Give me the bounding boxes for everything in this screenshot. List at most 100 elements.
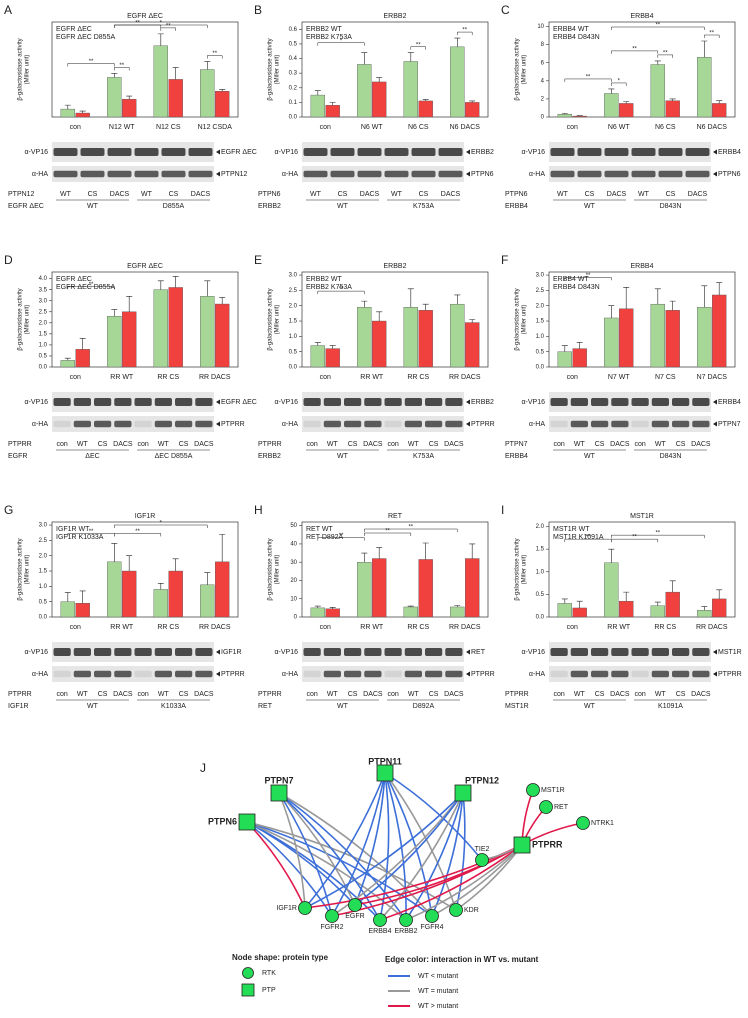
bar — [697, 610, 712, 618]
group-label: WT — [584, 453, 596, 460]
blot-arrow — [216, 399, 220, 405]
significance-label: ** — [89, 59, 94, 65]
group-row-label: ERBB2 — [258, 203, 281, 210]
y-tick-label: 0.5 — [536, 349, 545, 355]
x-tick-label: N12 CSDA — [198, 124, 233, 131]
blot-band — [175, 398, 193, 406]
chart-title: ERBB4 — [631, 263, 654, 270]
y-tick-label: 3.0 — [39, 523, 48, 529]
x-tick-label: con — [567, 624, 578, 631]
plot-frame — [301, 521, 489, 618]
y-tick-label: 1.5 — [39, 331, 48, 337]
y-tick-label: 2.5 — [39, 538, 48, 544]
network-edge — [304, 792, 464, 909]
blot-arrow — [216, 649, 220, 655]
lane-label: con — [56, 691, 67, 698]
rtk-node — [325, 909, 339, 923]
blot-band — [73, 648, 91, 656]
error-bar — [157, 582, 164, 590]
bar — [650, 64, 665, 118]
lane-label: WT — [655, 691, 667, 698]
significance-label: ** — [89, 282, 94, 288]
blot-arrow — [713, 399, 717, 405]
significance-bracket — [67, 286, 115, 290]
bar — [372, 558, 387, 618]
legend-entry: PTP — [262, 987, 276, 994]
legend-entry: ERBB4 WT — [553, 26, 590, 33]
bar — [200, 584, 215, 618]
y-tick-label: 10 — [290, 596, 297, 602]
blot-arrow — [466, 421, 470, 427]
y-axis-label: β-galactosidase activity — [268, 288, 274, 350]
lane-label: WT — [408, 441, 420, 448]
error-bar — [314, 90, 321, 96]
legend-entry: IGF1R K1033A — [56, 534, 104, 541]
significance-bracket — [611, 50, 659, 54]
lane-label: CS — [98, 691, 108, 698]
y-tick-label: 10 — [537, 24, 544, 30]
bar — [712, 598, 727, 618]
significance-label: * — [618, 79, 621, 85]
bar — [604, 317, 619, 368]
blot-strip — [302, 416, 464, 432]
x-tick-label: con — [567, 374, 578, 381]
error-bar — [608, 548, 615, 563]
blot-band — [357, 170, 382, 178]
error-bar — [79, 337, 86, 350]
blot-arrow — [216, 671, 220, 677]
blot-target: EGFR ΔEC — [221, 399, 257, 406]
y-axis-label: (Miller unit) — [25, 555, 31, 585]
network-edge — [354, 772, 386, 906]
significance-bracket — [564, 277, 612, 281]
bar — [60, 360, 75, 368]
bar — [107, 77, 122, 118]
blot-band — [550, 420, 568, 428]
y-axis-label: β-galactosidase activity — [18, 288, 24, 350]
lane-label: con — [137, 441, 148, 448]
y-tick-label: 2.0 — [536, 524, 545, 530]
blot-band — [364, 648, 382, 656]
blot-band — [631, 170, 656, 178]
y-tick-label: 1.5 — [39, 569, 48, 575]
group-label: K1033A — [161, 703, 186, 710]
significance-bracket — [114, 524, 208, 528]
legend-rtk — [242, 967, 254, 979]
bar — [325, 348, 340, 368]
node-label: PTPRR — [532, 839, 563, 849]
blot-band — [364, 670, 382, 678]
blot-antibody: α-VP16 — [274, 149, 298, 156]
blot-band — [570, 398, 588, 406]
x-tick-label: N6 DACS — [450, 124, 481, 131]
blot-antibody: α-VP16 — [521, 149, 545, 156]
error-bar — [79, 590, 86, 604]
blot-band — [425, 670, 443, 678]
blot-arrow — [713, 671, 717, 677]
blot-band — [323, 420, 341, 428]
ptp-node — [238, 813, 256, 831]
blot-arrow — [713, 649, 717, 655]
blot-band — [80, 148, 105, 156]
bar — [168, 287, 183, 368]
error-bar — [126, 296, 133, 312]
blot-band — [631, 398, 649, 406]
blot-band — [323, 398, 341, 406]
y-axis-label: (Miller unit) — [25, 305, 31, 335]
blot-band — [384, 148, 409, 156]
network-edge — [331, 772, 386, 917]
blot-band — [161, 170, 186, 178]
blot-band — [94, 648, 112, 656]
y-tick-label: 0.3 — [289, 71, 298, 77]
blot-antibody: α-VP16 — [521, 399, 545, 406]
x-tick-label: con — [320, 374, 331, 381]
bar — [465, 102, 480, 118]
y-tick-label: 0.0 — [39, 365, 48, 371]
error-bar — [64, 592, 71, 602]
bar — [357, 307, 372, 368]
blot-band — [425, 398, 443, 406]
legend-entry: WT < mutant — [418, 973, 458, 980]
bar — [60, 601, 75, 618]
network-edge — [379, 792, 464, 921]
y-tick-label: 2.5 — [536, 288, 545, 294]
significance-bracket — [611, 538, 659, 543]
blot-target: PTPRR — [221, 671, 245, 678]
